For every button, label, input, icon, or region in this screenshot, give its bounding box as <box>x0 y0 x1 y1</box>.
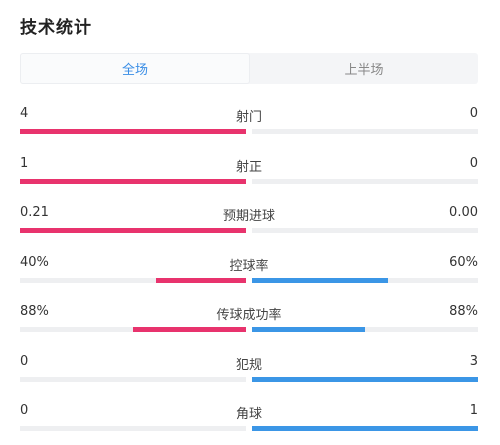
home-value: 0.21 <box>20 205 49 220</box>
away-bar-track <box>252 178 478 184</box>
home-bar-fill <box>20 228 246 233</box>
away-value: 0 <box>469 155 478 171</box>
home-bar-fill <box>20 129 246 134</box>
stat-row-possession: 40% 控球率 60% <box>20 247 478 297</box>
away-value: 0.00 <box>449 205 478 220</box>
home-bar-track <box>20 327 246 332</box>
stat-row-pass-accuracy: 88% 传球成功率 88% <box>20 296 478 346</box>
stat-label: 控球率 <box>229 258 269 274</box>
away-value: 0 <box>469 106 478 121</box>
home-bar-fill <box>155 277 246 283</box>
page-title: 技术统计 <box>20 18 92 38</box>
stat-label: 传球成功率 <box>216 308 282 323</box>
period-tabs: 全场 上半场 <box>20 53 478 84</box>
home-value: 0 <box>20 403 29 418</box>
away-bar-track <box>252 327 478 332</box>
home-bar-fill <box>133 327 246 332</box>
stat-row-corners: 0 角球 1 <box>20 395 478 445</box>
away-bar-track <box>252 228 478 233</box>
away-value: 1 <box>469 403 478 418</box>
stat-row-shots-on-target: 1 射正 0 <box>20 148 478 198</box>
away-bar-fill <box>252 376 478 382</box>
home-bar-track <box>20 426 246 431</box>
home-bar-track <box>20 228 246 233</box>
home-value: 4 <box>20 106 29 121</box>
away-bar-fill <box>252 327 365 332</box>
home-bar-track <box>20 129 246 134</box>
stat-label: 射正 <box>235 159 262 175</box>
stat-label: 角球 <box>235 407 262 422</box>
stats-list: 4 射门 0 1 射正 0 0.21 预期进球 0.00 40% 控球率 60%… <box>20 98 478 445</box>
stat-label: 犯规 <box>235 357 262 373</box>
home-bar-track <box>20 178 246 184</box>
away-bar-track <box>252 376 478 382</box>
away-value: 3 <box>469 353 478 369</box>
stat-label: 射门 <box>235 110 262 125</box>
tab-full-match[interactable]: 全场 <box>20 53 250 84</box>
away-bar-track <box>252 426 478 431</box>
stat-row-fouls: 0 犯规 3 <box>20 346 478 396</box>
away-bar-track <box>252 129 478 134</box>
home-value: 0 <box>20 353 29 369</box>
stat-row-expected-goals: 0.21 预期进球 0.00 <box>20 197 478 247</box>
away-bar-track <box>252 277 478 283</box>
home-value: 40% <box>20 254 49 270</box>
stat-label: 预期进球 <box>222 209 275 224</box>
home-value: 1 <box>20 155 29 171</box>
home-bar-track <box>20 277 246 283</box>
away-bar-fill <box>252 426 478 431</box>
away-bar-fill <box>252 277 388 283</box>
away-value: 88% <box>449 304 478 319</box>
home-bar-fill <box>20 178 246 184</box>
stat-row-shots: 4 射门 0 <box>20 98 478 148</box>
away-value: 60% <box>449 254 478 270</box>
home-bar-track <box>20 376 246 382</box>
home-value: 88% <box>20 304 49 319</box>
tab-first-half[interactable]: 上半场 <box>344 63 384 78</box>
